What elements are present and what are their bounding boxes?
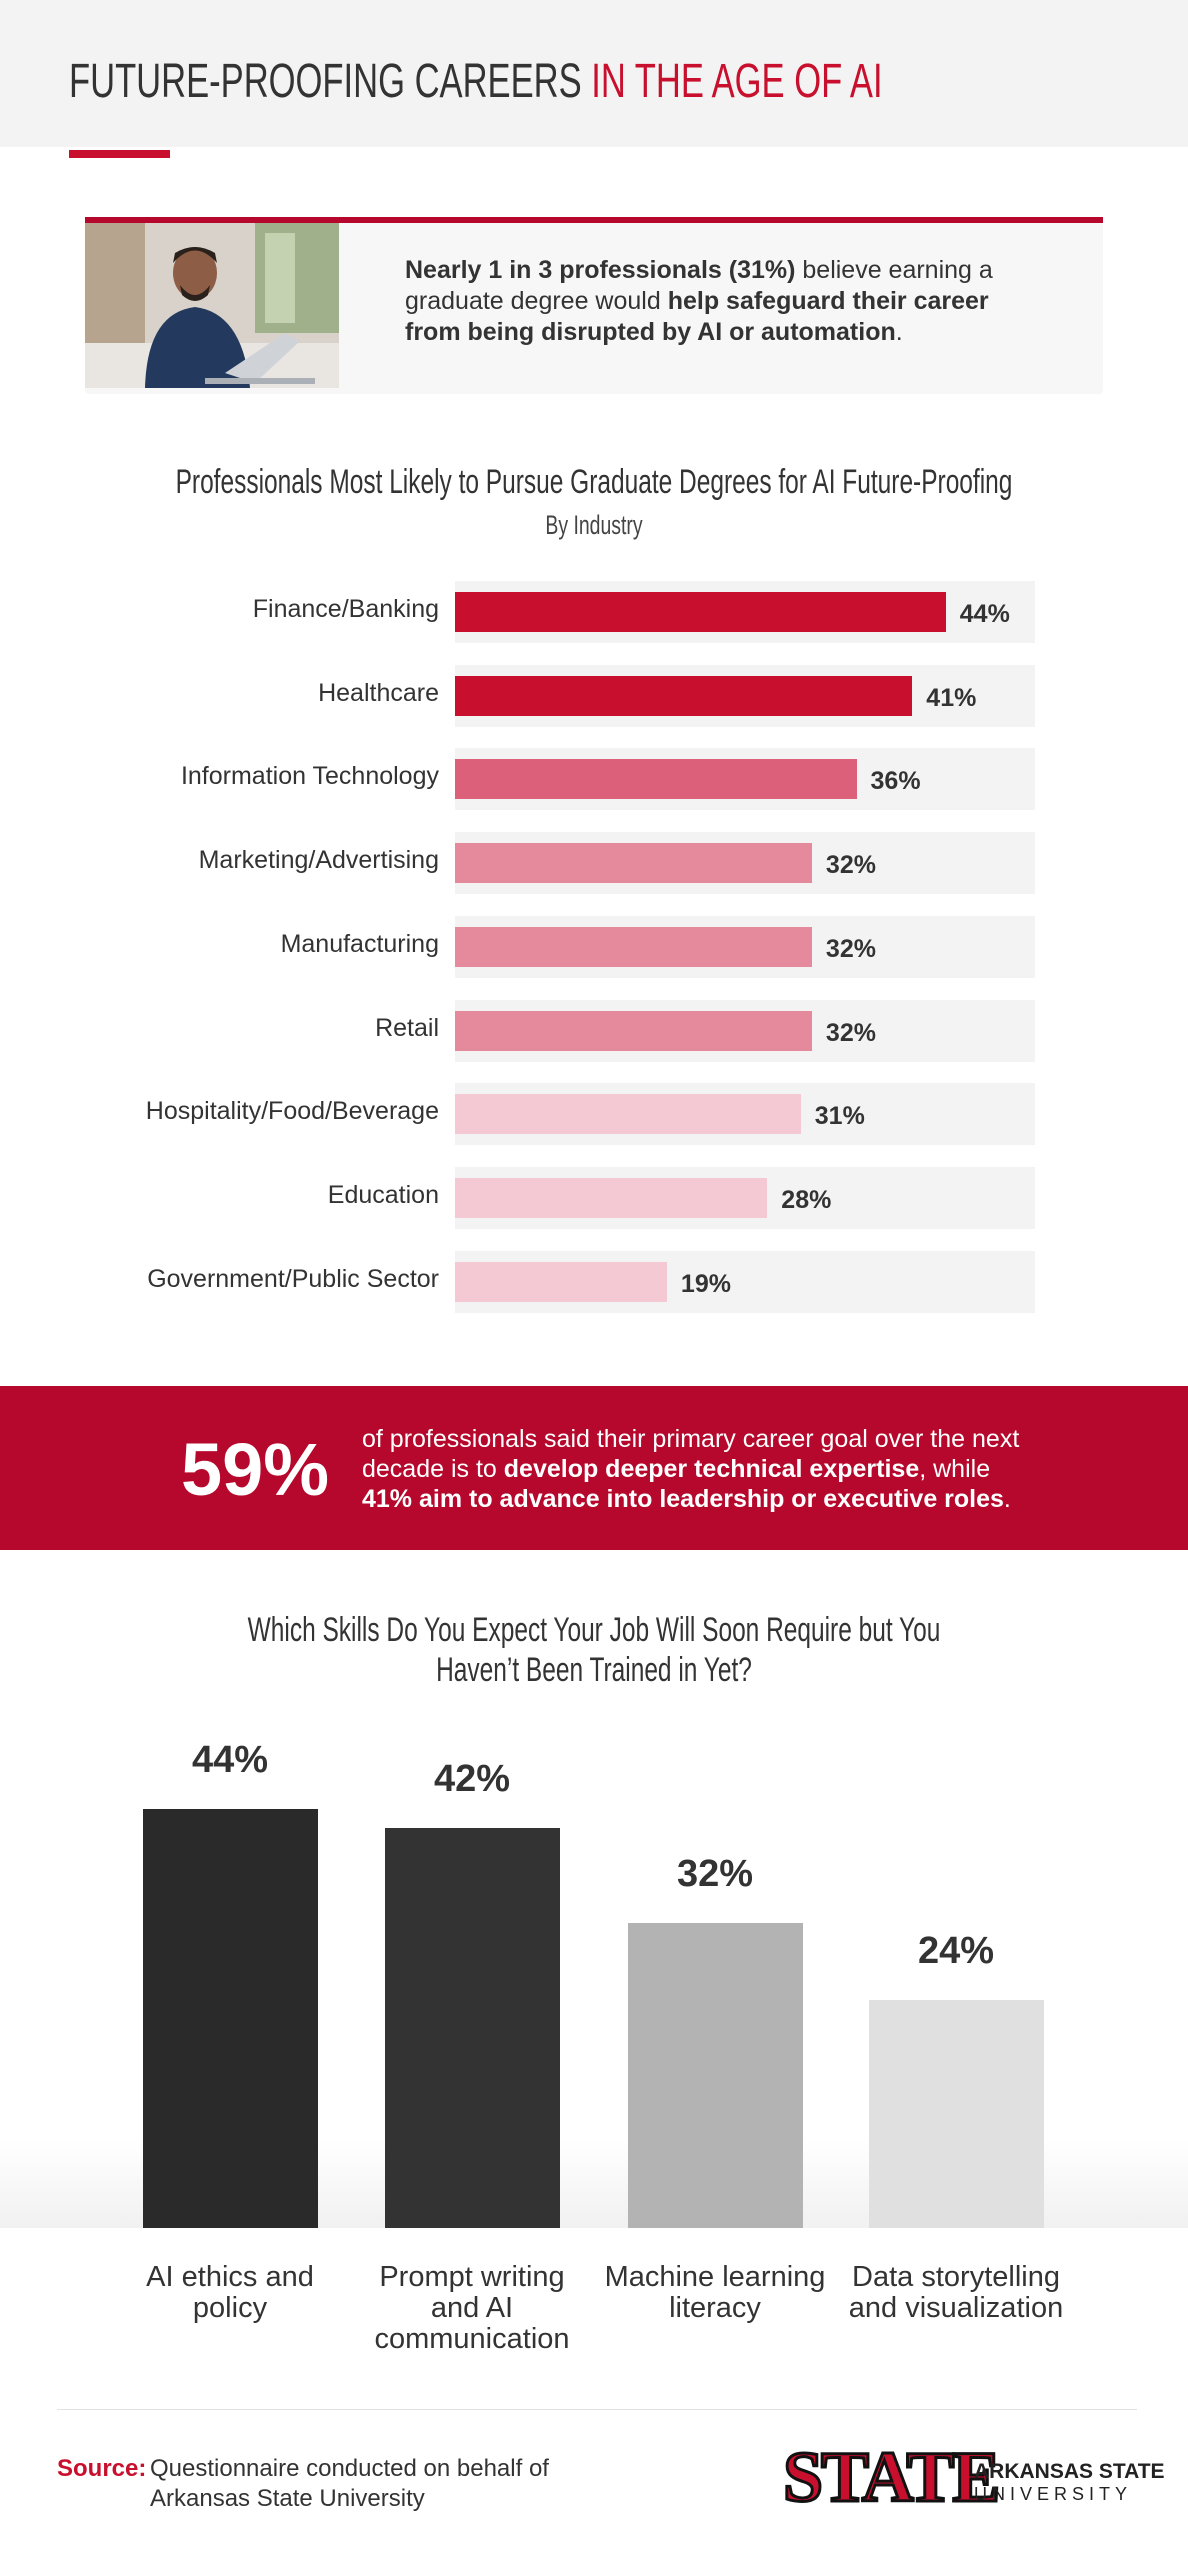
bar [384, 1828, 560, 2228]
value-label: 24% [917, 1929, 995, 1972]
value-label: 19% [680, 1269, 731, 1298]
title-underline [69, 150, 170, 158]
text-segment: . [895, 318, 903, 346]
category-label: Information Technology [180, 762, 439, 791]
value-label: 32% [825, 851, 876, 880]
bar [455, 1010, 812, 1051]
banner [0, 1386, 1188, 1550]
text-segment: 41% aim to advance into leadership or ex… [362, 1485, 1004, 1513]
banner-text: of professionals said their primary care… [362, 1424, 1022, 1514]
logo-mark: STATE [782, 2436, 1002, 2519]
bar [142, 1809, 318, 2228]
title-part: IN THE AGE OF AI [591, 55, 883, 108]
title-part: FUTURE-PROOFING CAREERS [69, 55, 592, 108]
category-label: Government/Public Sector [147, 1264, 439, 1293]
chart2-title-wrap: Which Skills Do You Expect Your Job Will… [244, 1610, 944, 1690]
text-segment: , while [919, 1455, 991, 1483]
header-band [0, 0, 1188, 147]
value-label: 28% [781, 1185, 832, 1214]
text-segment: of professionals said their primary care… [362, 1425, 1020, 1483]
bar [455, 592, 946, 632]
chart1-subtitle: By Industry [545, 510, 643, 540]
bar [455, 1094, 801, 1135]
value-label: 32% [825, 934, 876, 963]
chart1-subtitle-wrap: By Industry [0, 508, 1188, 542]
bar [455, 843, 812, 884]
value-label: 44% [191, 1739, 269, 1782]
value-label: 42% [433, 1758, 511, 1801]
bar [868, 1999, 1044, 2228]
category-label: Prompt writing and AI communication [374, 2261, 570, 2355]
category-label: AI ethics and policy [146, 2261, 314, 2324]
chart1-title-wrap: Professionals Most Likely to Pursue Grad… [0, 460, 1188, 504]
bar [627, 1923, 803, 2228]
category-label: Data storytelling and visualization [848, 2261, 1064, 2324]
chart2-title: Which Skills Do You Expect Your Job Will… [247, 1611, 941, 1689]
value-label: 41% [926, 683, 977, 712]
bar [455, 675, 913, 716]
chart1-title: Professionals Most Likely to Pursue Grad… [175, 463, 1013, 501]
value-label: 31% [814, 1102, 865, 1131]
category-label: Marketing/Advertising [198, 846, 439, 875]
source-label: Source: [57, 2455, 147, 2482]
source-text: Questionnaire conducted on behalf of Ark… [150, 2455, 549, 2512]
category-label: Machine learning literacy [604, 2261, 826, 2324]
value-label: 44% [959, 600, 1010, 628]
value-label: 36% [870, 767, 921, 796]
text-segment: Nearly 1 in 3 professionals (31%) [405, 256, 796, 284]
bar [455, 926, 812, 967]
callout-text: Nearly 1 in 3 professionals (31%) believ… [405, 255, 1005, 348]
category-label: Retail [375, 1013, 439, 1042]
category-label: Education [327, 1180, 439, 1209]
value-label: 32% [676, 1853, 754, 1896]
category-label: Healthcare [318, 678, 439, 707]
banner-stat: 59% [180, 1428, 330, 1511]
text-segment: . [1003, 1485, 1011, 1513]
value-label: 32% [825, 1018, 876, 1047]
page-title: FUTURE-PROOFING CAREERS IN THE AGE OF AI [69, 50, 883, 114]
text-segment: develop deeper technical expertise [503, 1455, 920, 1483]
category-label: Finance/Banking [252, 595, 439, 623]
category-label: Manufacturing [280, 929, 439, 958]
bar [455, 1177, 768, 1218]
logo-line2: UNIVERSITY [974, 2484, 1133, 2504]
bar [455, 759, 857, 800]
footer-divider [57, 2409, 1137, 2410]
bar [455, 1261, 667, 1302]
callout-photo [85, 223, 339, 388]
text-segment: believe earning a graduate degree would [405, 256, 993, 315]
text-segment: help safeguard their career from being d… [405, 287, 989, 346]
category-label: Hospitality/Food/Beverage [145, 1097, 439, 1126]
logo-line1: ARKANSAS STATE [974, 2460, 1165, 2483]
